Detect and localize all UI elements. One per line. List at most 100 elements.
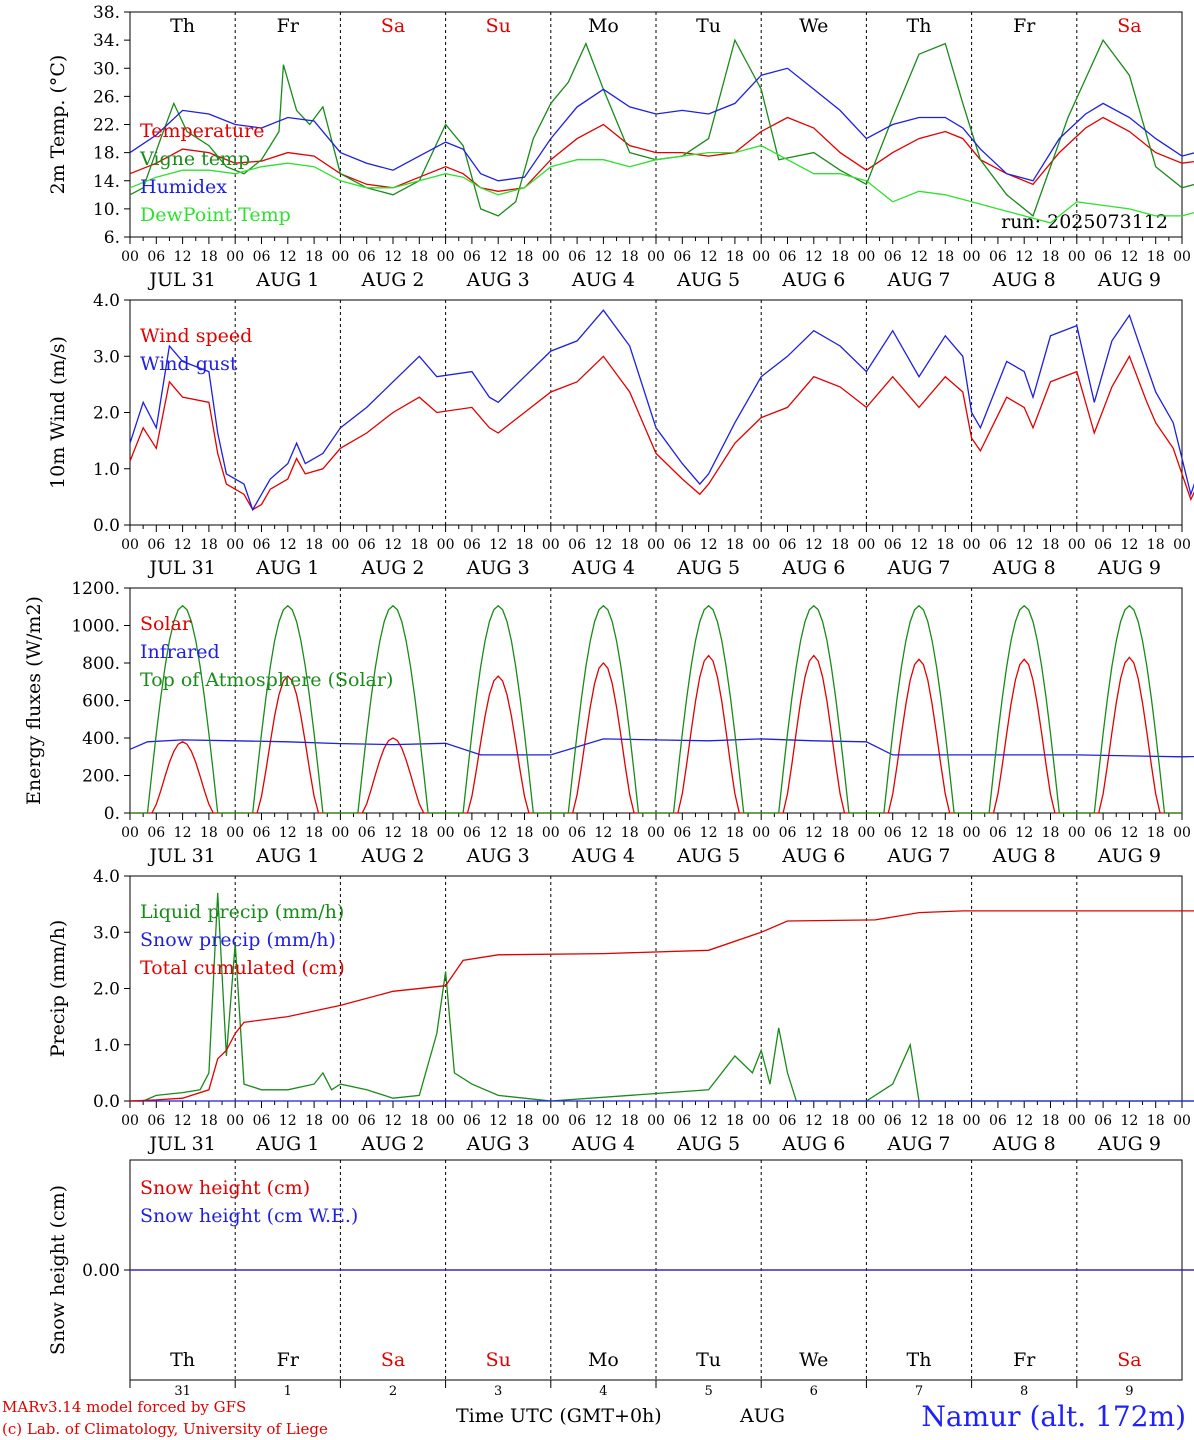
x-tick-label: 00	[1068, 249, 1086, 265]
x-tick-label: 18	[726, 1113, 744, 1129]
x-tick-label: 12	[805, 1113, 823, 1129]
x-tick-label: 12	[700, 249, 718, 265]
x-tick-label: 06	[253, 825, 271, 841]
x-tick-label: 00	[331, 825, 349, 841]
date-label: AUG 5	[676, 845, 740, 867]
x-tick-label: 12	[700, 537, 718, 553]
date-label: JUL 31	[147, 845, 215, 867]
x-tick-label: 00	[752, 825, 770, 841]
day-number-label: 8	[1020, 1384, 1028, 1399]
x-tick-label: 00	[542, 825, 560, 841]
date-label: AUG 2	[360, 557, 424, 579]
x-tick-label: 06	[779, 1113, 797, 1129]
x-tick-label: 00	[542, 1113, 560, 1129]
x-tick-label: 00	[1173, 825, 1191, 841]
y-tick-label: 800.	[82, 654, 120, 674]
x-tick-label: 00	[226, 825, 244, 841]
date-label: AUG 9	[1097, 557, 1161, 579]
x-tick-label: 06	[463, 825, 481, 841]
model-credit: MARv3.14 model forced by GFS	[2, 1398, 247, 1416]
y-tick-label: 0.0	[93, 516, 120, 536]
date-label: AUG 1	[255, 845, 319, 867]
x-axis-title: Time UTC (GMT+0h)	[456, 1405, 662, 1427]
x-tick-label: 18	[516, 825, 534, 841]
legend-entry: Wind speed	[140, 325, 252, 347]
snow-panel	[124, 1159, 1194, 1388]
weekday-label: We	[799, 15, 828, 37]
x-tick-label: 00	[857, 249, 875, 265]
x-tick-label: 12	[1015, 1113, 1033, 1129]
x-tick-label: 12	[1120, 825, 1138, 841]
x-tick-label: 18	[200, 537, 218, 553]
date-label: AUG 3	[466, 557, 530, 579]
date-label: JUL 31	[147, 269, 215, 291]
date-label: AUG 4	[571, 1133, 635, 1155]
x-tick-label: 06	[147, 537, 165, 553]
temperature-panel	[124, 11, 1194, 244]
day-number-label: 3	[494, 1384, 502, 1399]
date-label: AUG 6	[781, 1133, 845, 1155]
x-tick-label: 06	[253, 537, 271, 553]
date-label: AUG 6	[781, 845, 845, 867]
x-tick-label: 00	[121, 249, 139, 265]
x-tick-label: 12	[1120, 249, 1138, 265]
x-tick-label: 12	[174, 1113, 192, 1129]
x-tick-label: 00	[857, 825, 875, 841]
x-tick-label: 18	[936, 825, 954, 841]
x-tick-label: 12	[174, 537, 192, 553]
legend-entry: Snow height (cm W.E.)	[140, 1205, 358, 1227]
weekday-label: Fr	[1013, 1349, 1036, 1371]
x-tick-label: 00	[1173, 249, 1191, 265]
weekday-label: Th	[170, 1349, 195, 1371]
x-tick-label: 12	[489, 537, 507, 553]
x-tick-label: 00	[1173, 537, 1191, 553]
y-tick-label: 3.0	[93, 923, 120, 943]
y-tick-label: 10.	[93, 200, 120, 220]
y-tick-label: 1200.	[71, 579, 120, 599]
energy-series-top-of-atmosphere-solar-	[130, 604, 1182, 814]
y-tick-label: 26.	[93, 87, 120, 107]
y-tick-label: 2.0	[93, 404, 120, 424]
x-tick-label: 12	[174, 249, 192, 265]
x-tick-label: 06	[253, 249, 271, 265]
date-label: AUG 2	[360, 1133, 424, 1155]
legend-entry: Total cumulated (cm)	[140, 957, 345, 979]
x-tick-label: 06	[884, 825, 902, 841]
y-tick-label: 38.	[93, 3, 120, 23]
legend-entry: Wind gust	[140, 353, 238, 375]
x-tick-label: 12	[489, 1113, 507, 1129]
date-label: JUL 31	[147, 557, 215, 579]
x-tick-label: 18	[410, 825, 428, 841]
date-label: AUG 3	[466, 1133, 530, 1155]
x-tick-label: 00	[437, 249, 455, 265]
legend-entry: Snow precip (mm/h)	[140, 929, 336, 951]
station-name: Namur (alt. 172m)	[921, 1400, 1186, 1433]
x-tick-label: 18	[410, 537, 428, 553]
energy-panel	[124, 587, 1194, 820]
x-tick-label: 18	[1147, 1113, 1165, 1129]
x-tick-label: 06	[989, 537, 1007, 553]
x-tick-label: 18	[936, 1113, 954, 1129]
month-label: AUG	[740, 1405, 785, 1427]
x-tick-label: 18	[516, 1113, 534, 1129]
weekday-label: Mo	[588, 15, 619, 37]
x-tick-label: 00	[121, 825, 139, 841]
date-label: AUG 1	[255, 269, 319, 291]
y-tick-label: 34.	[93, 31, 120, 51]
y-tick-label: 18.	[93, 144, 120, 164]
x-tick-label: 18	[1042, 249, 1060, 265]
x-tick-label: 06	[358, 1113, 376, 1129]
x-tick-label: 06	[884, 1113, 902, 1129]
x-tick-label: 00	[752, 537, 770, 553]
x-tick-label: 00	[437, 1113, 455, 1129]
y-tick-label: 14.	[93, 172, 120, 192]
y-tick-label: 0.	[104, 804, 120, 824]
y-tick-label: 1.0	[93, 1036, 120, 1056]
y-tick-label: 22.	[93, 116, 120, 136]
date-label: AUG 8	[992, 269, 1056, 291]
x-tick-label: 12	[805, 825, 823, 841]
weekday-label: We	[799, 1349, 828, 1371]
x-tick-label: 06	[147, 1113, 165, 1129]
x-tick-label: 18	[831, 249, 849, 265]
y-tick-label: 4.0	[93, 867, 120, 887]
